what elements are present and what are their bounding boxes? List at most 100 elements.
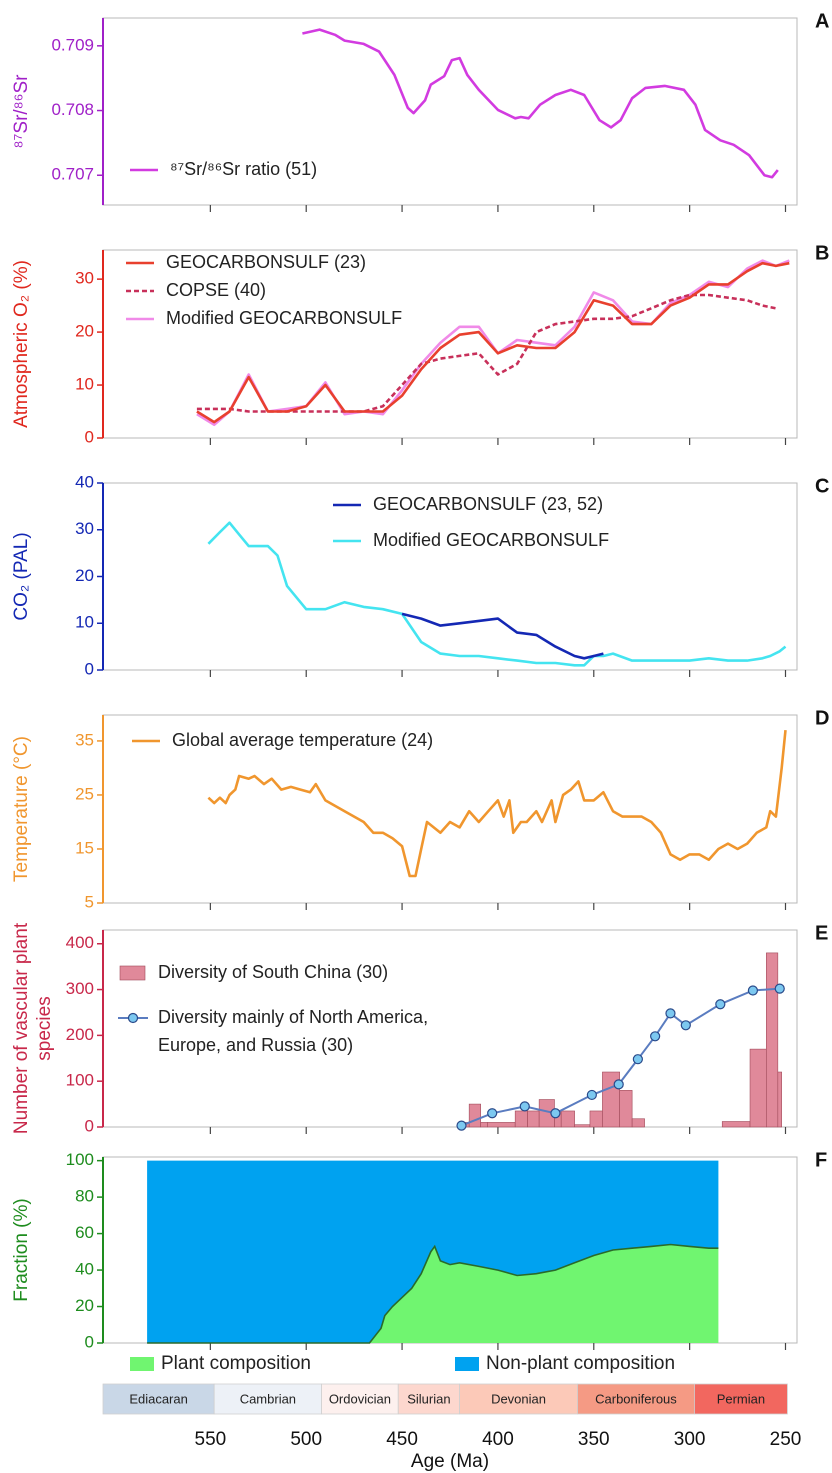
data-line [196,259,790,427]
y-tick-label: 40 [75,472,94,491]
data-point [632,1054,643,1065]
y-tick-label: 30 [75,519,94,538]
y-tick-label: 0.707 [51,165,94,184]
y-axis-label: species [34,996,55,1060]
y-tick-label: 200 [66,1025,94,1044]
panel-label: C [815,475,829,497]
area [147,1244,719,1343]
histogram-bar [589,1110,603,1128]
x-axis-label: Age (Ma) [411,1451,489,1472]
histogram-bar [721,1121,751,1128]
y-tick-label: 100 [66,1071,94,1090]
x-tick-label: 350 [578,1429,610,1450]
y-axis-label: Temperature (°C) [11,736,32,882]
period-box [459,1383,578,1415]
panel-label: D [815,707,829,729]
y-tick-label: 80 [75,1187,94,1206]
legend-label: Modified GEOCARBONSULF [166,308,402,328]
y-tick-label: 0 [85,1116,94,1135]
data-point [586,1089,597,1101]
legend-label: GEOCARBONSULF (23, 52) [373,494,603,514]
histogram-bar [631,1118,645,1128]
period-box [694,1383,788,1415]
panel-label: A [815,10,829,32]
y-tick-label: 10 [75,375,94,394]
period-box [397,1383,460,1415]
period-box [213,1383,322,1415]
y-tick-label: 30 [75,269,94,288]
histogram-bar [777,1071,782,1128]
y-tick-label: 100 [66,1150,94,1169]
y-tick-label: 0.709 [51,35,94,54]
area-line [147,1243,719,1344]
y-tick-label: 0 [85,659,94,678]
legend-label: Plant composition [161,1353,311,1374]
x-tick-label: 500 [290,1429,322,1450]
histogram-bar [574,1124,591,1128]
y-tick-label: 40 [75,1260,94,1279]
y-tick-label: 300 [66,979,94,998]
histogram-bar [487,1122,516,1128]
period-label: Cambrian [240,1391,296,1406]
period-box [102,1383,215,1415]
legend-label: Europe, and Russia (30) [158,1035,353,1055]
x-tick-label: 450 [386,1429,418,1450]
data-point [519,1101,530,1112]
period-label: Ordovician [329,1391,391,1406]
data-line [196,293,777,413]
y-tick-label: 25 [75,784,94,803]
data-line [207,521,787,667]
legend-label: ⁸⁷Sr/⁸⁶Sr ratio (51) [170,159,317,179]
panel-frame [102,929,798,1128]
histogram-bar [514,1110,528,1128]
histogram-bar [527,1110,540,1128]
y-axis-label: Fraction (%) [11,1198,32,1301]
data-line [207,729,787,878]
data-point [650,1031,661,1042]
legend-label: Diversity mainly of North America, [158,1007,428,1027]
legend-label: Modified GEOCARBONSULF [373,530,609,550]
period-box [321,1383,399,1415]
y-tick-label: 0.708 [51,100,94,119]
panel-label: B [815,242,829,264]
data-point [665,1008,676,1019]
histogram-bar [766,952,779,1128]
legend-swatch [455,1357,479,1371]
y-axis-label: Atmospheric O₂ (%) [11,260,32,428]
y-tick-label: 20 [75,1296,94,1315]
legend-label: Non-plant composition [486,1353,675,1374]
data-point [613,1079,624,1090]
y-axis-label: ⁸⁷Sr/⁸⁶Sr [11,74,32,149]
x-tick-label: 250 [770,1429,802,1450]
y-tick-label: 10 [75,613,94,632]
data-point [456,1120,467,1131]
y-tick-label: 20 [75,322,94,341]
legend-label: GEOCARBONSULF (23) [166,252,366,272]
histogram-bar [619,1090,633,1128]
panel-label: E [815,922,828,944]
y-tick-label: 5 [85,892,94,911]
legend-swatch [130,1357,154,1371]
data-line [401,612,604,660]
period-label: Ediacaran [129,1391,188,1406]
y-axis-label: CO₂ (PAL) [11,532,32,620]
y-tick-label: 15 [75,838,94,857]
legend-label: Global average temperature (24) [172,730,433,750]
area [147,1160,719,1343]
x-tick-label: 400 [482,1429,514,1450]
legend-swatch [119,965,146,981]
histogram-bar [560,1110,575,1128]
y-tick-label: 0 [85,1332,94,1351]
period-label: Carboniferous [595,1391,677,1406]
y-tick-label: 20 [75,566,94,585]
y-tick-label: 400 [66,933,94,952]
x-tick-label: 550 [195,1429,227,1450]
period-label: Silurian [407,1391,450,1406]
period-label: Permian [717,1391,765,1406]
legend-label: COPSE (40) [166,280,266,300]
data-line [196,261,790,424]
histogram-bar [480,1122,488,1128]
data-point [774,983,785,994]
legend-label: Diversity of South China (30) [158,962,388,982]
panel-label: F [815,1149,827,1171]
